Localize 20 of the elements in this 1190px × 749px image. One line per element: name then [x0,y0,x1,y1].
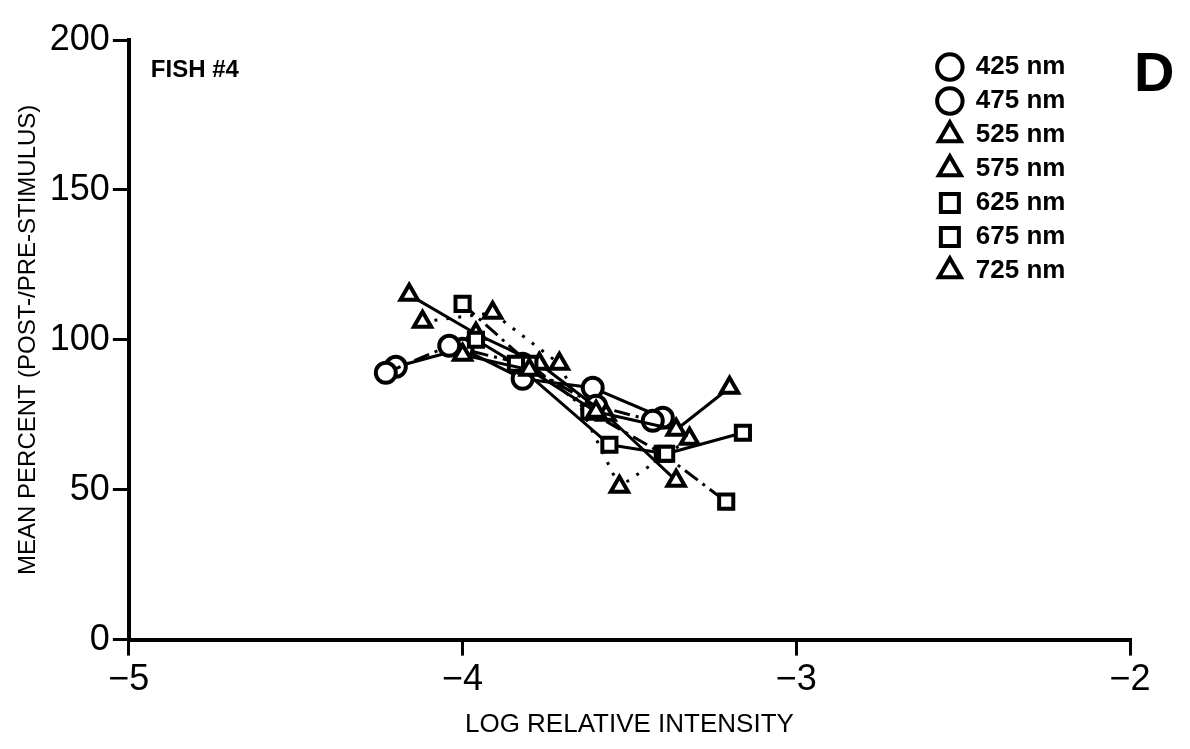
legend-label: 725 nm [975,254,1066,285]
legend-label: 625 nm [975,186,1066,217]
x-tick-label: −3 [775,657,817,699]
x-axis-title: LOG RELATIVE INTENSITY [464,707,794,738]
y-tick-label: 100 [49,316,110,358]
x-tick-label: −4 [442,657,484,699]
legend-label: 425 nm [975,50,1066,81]
x-tick-label: −2 [1109,657,1151,699]
legend-label: 475 nm [975,84,1066,115]
legend-label: 525 nm [975,118,1066,149]
legend-label: 575 nm [975,152,1066,183]
y-tick-label: 0 [89,616,110,658]
legend-label: 675 nm [975,220,1066,251]
y-axis-title: MEAN PERCENT (POST-/PRE-STIMULUS) [13,104,41,575]
y-tick-label: 50 [69,466,110,508]
text: D [1134,40,1175,104]
annotation: FISH #4 [150,54,240,82]
y-tick-label: 150 [49,166,110,208]
x-tick-label: −5 [108,657,150,699]
y-tick-label: 200 [49,16,110,58]
